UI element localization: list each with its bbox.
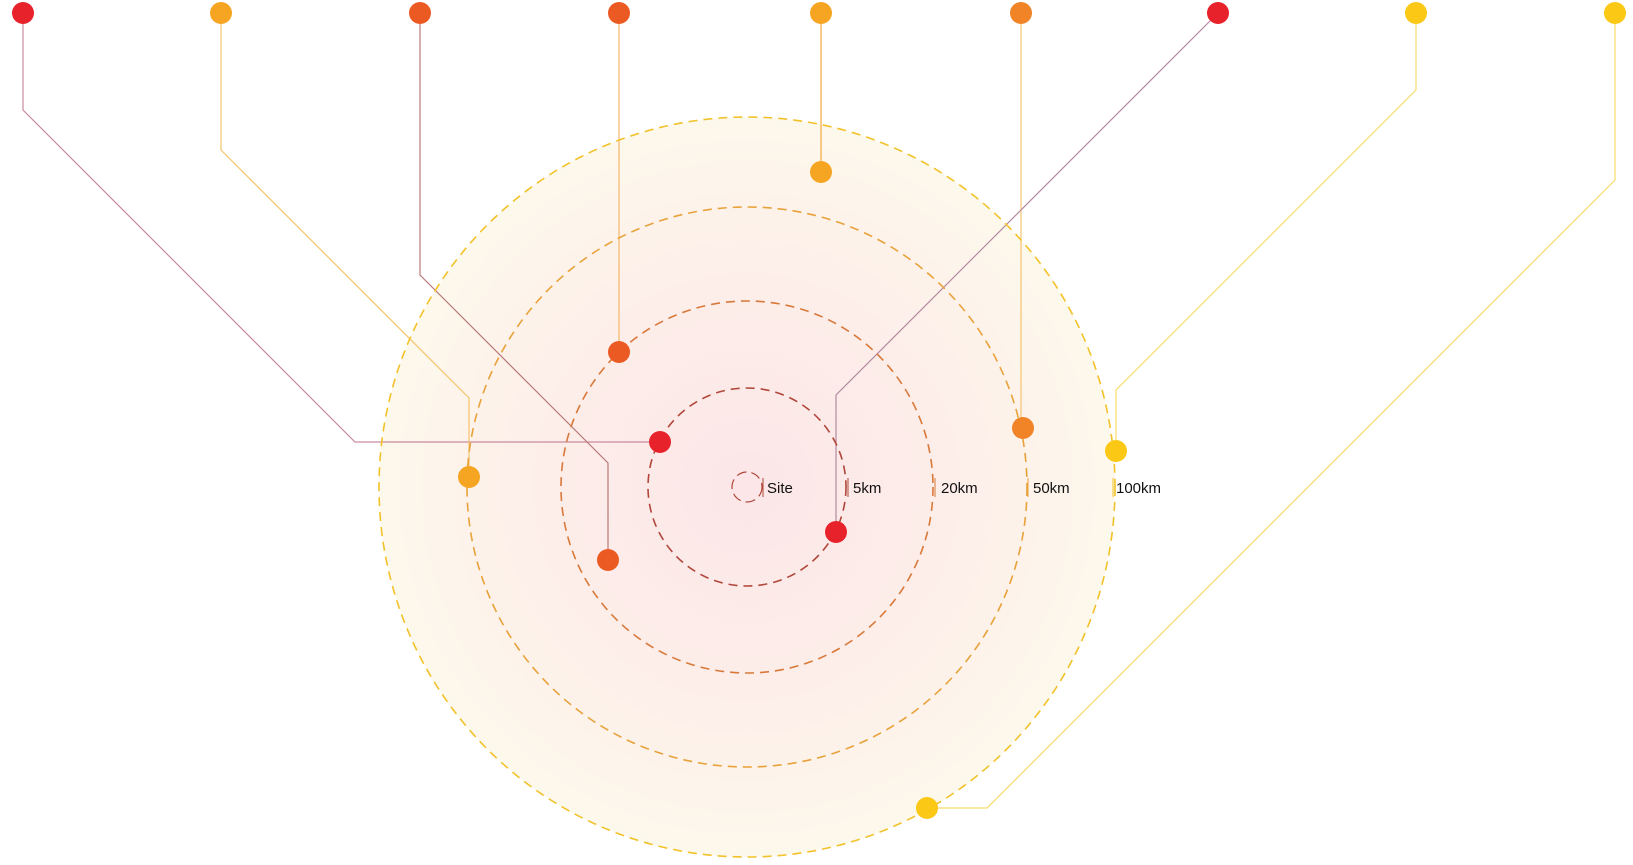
location-dot-6 <box>1012 417 1034 439</box>
ring-label-50km: 50km <box>1033 480 1070 497</box>
ring-100km <box>378 116 1116 858</box>
top-dot-2 <box>210 2 232 24</box>
top-dot-5 <box>810 2 832 24</box>
location-dot-1 <box>649 431 671 453</box>
top-dot-7 <box>1207 2 1229 24</box>
connector-line-9 <box>927 13 1616 809</box>
location-dot-2 <box>458 466 480 488</box>
ring-label-20km: 20km <box>941 480 978 497</box>
top-dot-8 <box>1405 2 1427 24</box>
ring-label-site: Site <box>767 480 793 497</box>
top-dot-1 <box>12 2 34 24</box>
ring-20km <box>560 300 934 674</box>
ring-labels: Site 5km 20km 50km 100km <box>762 478 1161 497</box>
connector-line-7 <box>835 12 1219 532</box>
top-dot-6 <box>1010 2 1032 24</box>
distance-halo <box>379 117 1115 857</box>
top-anchor-dots <box>12 2 1626 24</box>
connector-line-3 <box>419 13 609 560</box>
ring-label-100km: 100km <box>1116 480 1161 497</box>
location-dots <box>458 161 1127 819</box>
top-dot-4 <box>608 2 630 24</box>
top-dot-9 <box>1604 2 1626 24</box>
distance-rings <box>378 116 1116 858</box>
location-dot-5 <box>810 161 832 183</box>
connector-line-8 <box>1115 13 1417 451</box>
ring-site <box>731 471 763 503</box>
ring-label-5km: 5km <box>853 480 881 497</box>
location-dot-8 <box>1105 440 1127 462</box>
top-dot-3 <box>409 2 431 24</box>
connector-line-1 <box>22 13 660 443</box>
connector-lines <box>22 12 1616 809</box>
ring-50km <box>466 206 1028 768</box>
ring-5km <box>647 387 847 587</box>
location-dot-3 <box>597 549 619 571</box>
location-dot-9 <box>916 797 938 819</box>
location-dot-4 <box>608 341 630 363</box>
connector-line-2 <box>220 13 470 477</box>
location-dot-7 <box>825 521 847 543</box>
